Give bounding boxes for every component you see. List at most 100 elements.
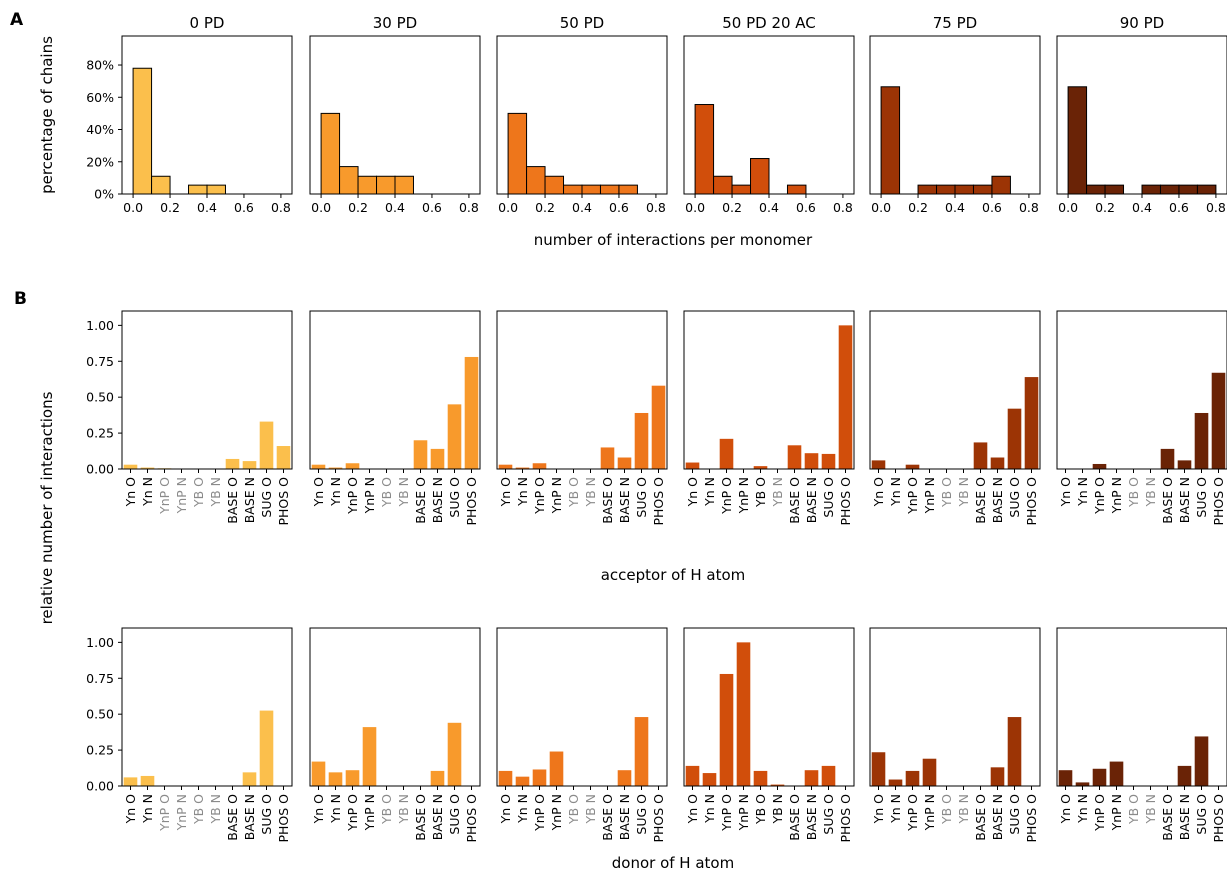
category-bar — [651, 385, 666, 469]
histogram-bar — [1196, 184, 1217, 195]
histogram-bar — [1067, 86, 1088, 195]
x-tick-label: YnP O — [1092, 477, 1107, 515]
histogram-bar — [1104, 184, 1125, 195]
x-tick-label: YB O — [191, 477, 206, 508]
category-bar — [328, 772, 343, 786]
x-tick-label: YnP O — [905, 794, 920, 832]
x-tick-label: BASE N — [804, 477, 819, 523]
x-tick-label: Yn N — [140, 477, 155, 507]
x-tick-label: YB N — [583, 794, 598, 825]
category-bar — [736, 642, 751, 786]
x-tick-label: BASE O — [600, 477, 615, 524]
x-tick-label: YB N — [956, 477, 971, 508]
x-tick-label: YB O — [939, 794, 954, 825]
category-bar — [973, 442, 988, 469]
x-tick-label: YB N — [396, 477, 411, 508]
histogram-bar — [972, 184, 993, 195]
acceptor-subplot-4: Yn O Yn N YnP O YnP N YB O YB N BASE O BASE N SU… — [869, 310, 1041, 526]
x-tick-label: YB O — [566, 477, 581, 508]
x-tick-label: 0.0 — [123, 200, 143, 215]
x-tick-label: 0.6 — [982, 200, 1002, 215]
subplot-title: 75 PD — [933, 14, 977, 32]
category-bar — [498, 770, 513, 786]
category-bar — [242, 772, 257, 786]
category-bar — [498, 464, 513, 469]
x-tick-label: 0.4 — [572, 200, 592, 215]
y-tick-label: 60% — [86, 90, 114, 105]
x-tick-label: YB O — [1126, 794, 1141, 825]
category-bar — [821, 453, 836, 469]
x-tick-label: SUG O — [634, 794, 649, 835]
subplot-frame — [121, 35, 293, 195]
x-tick-label: YnP N — [1109, 477, 1124, 514]
histogram-bar — [713, 175, 733, 195]
category-bar — [634, 412, 649, 469]
acceptor-subplot-1: Yn O Yn N YnP O YnP N YB O YB N BASE O BASE N SU… — [309, 310, 481, 526]
x-tick-label: 0.6 — [1169, 200, 1189, 215]
x-tick-label: BASE O — [413, 477, 428, 524]
x-tick-label: BASE N — [617, 794, 632, 840]
category-bar — [1075, 782, 1090, 786]
x-tick-label: Yn N — [515, 477, 530, 507]
x-tick-label: 0.8 — [1206, 200, 1226, 215]
y-tick-label: 1.00 — [86, 318, 114, 333]
histogram-bar — [507, 112, 528, 195]
x-tick-label: Yn O — [123, 794, 138, 825]
x-tick-label: YnP O — [719, 794, 734, 832]
category-bar — [1092, 463, 1107, 469]
y-tick-label: 20% — [86, 154, 114, 169]
acceptor-subplot-2: Yn O Yn N YnP O YnP N YB O YB N BASE O BASE N SU… — [496, 310, 668, 526]
x-tick-label: SUG O — [821, 794, 836, 835]
category-bar — [311, 464, 326, 469]
x-tick-label: BASE N — [242, 477, 257, 523]
subplot-frame — [309, 627, 481, 787]
x-tick-label: PHOS O — [838, 477, 853, 526]
x-tick-label: YnP N — [1109, 794, 1124, 831]
category-bar — [259, 710, 274, 786]
x-tick-label: YB O — [1126, 477, 1141, 508]
x-tick-label: YnP N — [922, 477, 937, 514]
x-tick-label: YB O — [379, 477, 394, 508]
hist-subplot-5: 90 PD 0.0 0.2 0.4 0.6 0.8 — [1056, 14, 1227, 215]
category-bar — [413, 440, 428, 469]
x-tick-label: YB O — [753, 794, 768, 825]
category-bar — [515, 467, 530, 469]
histogram-bar — [151, 175, 171, 195]
category-bar — [464, 356, 479, 469]
panel-b-y-axis-label: relative number of interactions — [38, 391, 56, 624]
category-bar — [259, 421, 274, 469]
histogram-bar — [694, 104, 715, 195]
category-bar — [328, 467, 343, 469]
x-tick-label: BASE O — [1160, 477, 1175, 524]
x-tick-label: 0.0 — [871, 200, 891, 215]
donor-x-axis-label: donor of H atom — [612, 854, 734, 872]
subplot-frame — [496, 35, 668, 195]
donor-subplot-4: Yn O Yn N YnP O YnP N YB O YB N BASE O BASE N SU… — [869, 627, 1041, 843]
histogram-bar — [731, 184, 752, 195]
x-tick-label: YnP N — [922, 794, 937, 831]
x-tick-label: 0.0 — [685, 200, 705, 215]
y-tick-label: 0.25 — [86, 426, 114, 441]
histogram-bar — [1086, 184, 1106, 195]
x-tick-label: SUG O — [1194, 794, 1209, 835]
x-tick-label: 0.2 — [535, 200, 555, 215]
x-tick-label: Yn N — [1075, 477, 1090, 507]
y-tick-label: 0.00 — [86, 779, 114, 794]
category-bar — [719, 673, 734, 786]
category-bar — [549, 751, 564, 786]
x-tick-label: YnP N — [736, 794, 751, 831]
subplot-frame — [869, 627, 1041, 787]
x-tick-label: Yn O — [871, 794, 886, 825]
x-tick-label: YnP O — [905, 477, 920, 515]
x-tick-label: Yn O — [1058, 477, 1073, 508]
category-bar — [1211, 372, 1226, 469]
category-bar — [685, 765, 700, 786]
category-bar — [447, 404, 462, 469]
x-tick-label: YB O — [191, 794, 206, 825]
subplot-title: 0 PD — [190, 14, 225, 32]
category-bar — [821, 765, 836, 786]
donor-subplot-1: Yn O Yn N YnP O YnP N YB O YB N BASE O BASE N SU… — [309, 627, 481, 843]
x-tick-label: 0.0 — [311, 200, 331, 215]
x-tick-label: YnP N — [362, 477, 377, 514]
